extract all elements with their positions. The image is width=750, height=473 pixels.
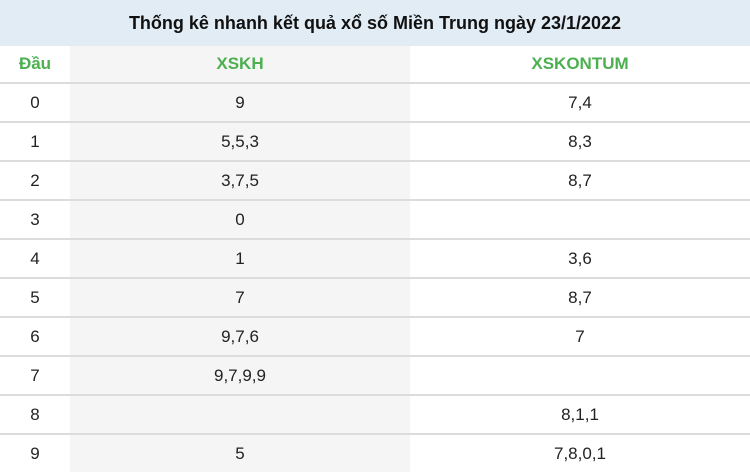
xskh-cell: 7 xyxy=(70,277,410,317)
xskontum-cell: 8,1,1 xyxy=(410,394,750,434)
xskontum-cell: 8,7 xyxy=(410,160,750,200)
xskontum-cell xyxy=(410,355,750,395)
table-row: 2 3,7,5 8,7 xyxy=(0,160,750,200)
table-row: 4 1 3,6 xyxy=(0,238,750,278)
xskh-cell: 5,5,3 xyxy=(70,121,410,161)
table-row: 1 5,5,3 8,3 xyxy=(0,121,750,161)
xskh-cell: 9 xyxy=(70,82,410,122)
dau-cell: 0 xyxy=(0,82,70,122)
dau-cell: 6 xyxy=(0,316,70,356)
dau-cell: 7 xyxy=(0,355,70,395)
xskontum-cell: 8,3 xyxy=(410,121,750,161)
xskontum-cell: 7 xyxy=(410,316,750,356)
xskontum-cell: 7,8,0,1 xyxy=(410,433,750,472)
xskh-cell: 1 xyxy=(70,238,410,278)
results-table: Đầu XSKH XSKONTUM 0 9 7,4 1 5,5,3 8,3 2 3,7,5 8,… xyxy=(0,46,750,472)
xskh-cell xyxy=(70,394,410,434)
xskh-cell: 0 xyxy=(70,199,410,239)
xskh-cell: 9,7,9,9 xyxy=(70,355,410,395)
dau-cell: 3 xyxy=(0,199,70,239)
dau-cell: 1 xyxy=(0,121,70,161)
xskontum-cell: 7,4 xyxy=(410,82,750,122)
dau-cell: 2 xyxy=(0,160,70,200)
table-row: 7 9,7,9,9 xyxy=(0,355,750,395)
table-row: 5 7 8,7 xyxy=(0,277,750,317)
table-row: 0 9 7,4 xyxy=(0,82,750,122)
xskh-cell: 5 xyxy=(70,433,410,472)
table-title: Thống kê nhanh kết quả xổ số Miền Trung … xyxy=(0,0,750,46)
header-xskh: XSKH xyxy=(70,46,410,83)
xskontum-cell: 8,7 xyxy=(410,277,750,317)
xskontum-cell: 3,6 xyxy=(410,238,750,278)
xskh-cell: 3,7,5 xyxy=(70,160,410,200)
dau-cell: 9 xyxy=(0,433,70,472)
xskontum-cell xyxy=(410,199,750,239)
header-xskontum: XSKONTUM xyxy=(531,54,629,73)
table-row: 8 8,1,1 xyxy=(0,394,750,434)
dau-cell: 8 xyxy=(0,394,70,434)
table-row: 9 5 7,8,0,1 xyxy=(0,433,750,472)
header-dau: Đầu xyxy=(18,54,52,73)
header-row: Đầu XSKH XSKONTUM xyxy=(0,46,750,83)
table-row: 6 9,7,6 7 xyxy=(0,316,750,356)
xskh-cell: 9,7,6 xyxy=(70,316,410,356)
dau-cell: 4 xyxy=(0,238,70,278)
dau-cell: 5 xyxy=(0,277,70,317)
